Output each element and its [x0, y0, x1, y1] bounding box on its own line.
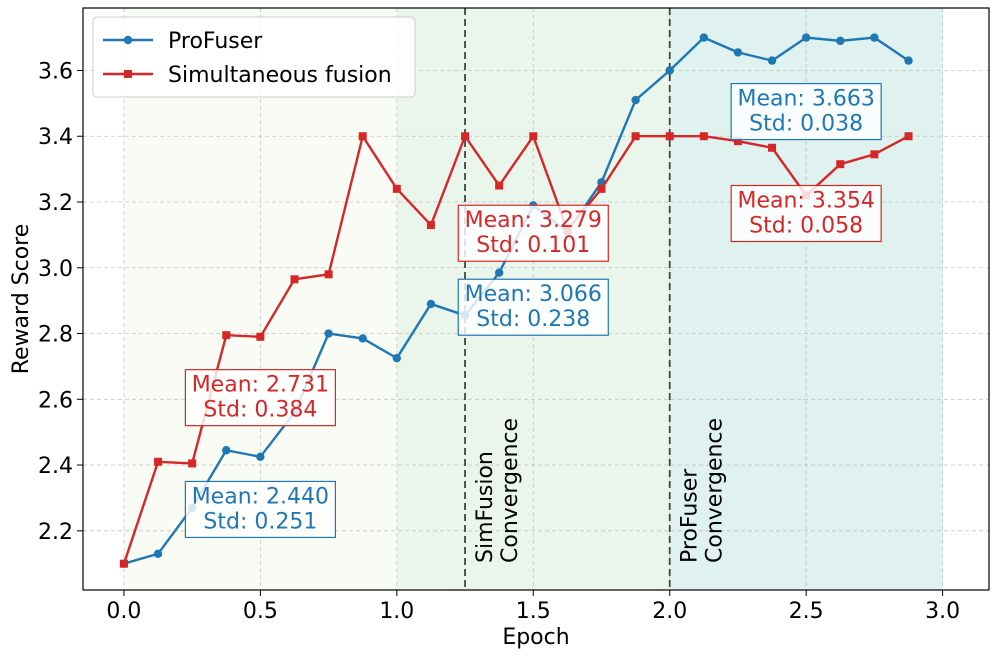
legend-box: [92, 16, 416, 98]
series-line-1: [122, 135, 910, 565]
series-point: [324, 270, 333, 279]
series-point: [188, 459, 197, 468]
legend-label: ProFuser: [168, 29, 263, 54]
series-point: [904, 132, 913, 141]
stat-annotation-line: Mean: 2.731: [192, 373, 329, 398]
stat-annotation-line: Mean: 3.279: [465, 208, 602, 233]
series-point: [426, 299, 436, 309]
y-tick-label: 3.2: [38, 191, 73, 216]
series-point: [494, 268, 504, 277]
stat-annotation-line: Std: 0.251: [203, 509, 317, 534]
series-point: [290, 275, 299, 284]
convergence-label-line: SimFusion: [473, 451, 498, 563]
y-axis-label: Reward Score: [9, 224, 34, 375]
series-point: [665, 132, 674, 141]
stat-annotation-line: Mean: 3.354: [737, 189, 874, 214]
series-point: [119, 559, 128, 568]
y-tick-label: 2.4: [38, 454, 73, 479]
series-point: [461, 132, 470, 141]
convergence-label-1: ProFuserConvergence: [677, 418, 727, 563]
series-point: [426, 221, 435, 230]
series-point: [392, 353, 402, 363]
plot-frame: [82, 7, 990, 591]
convergence-label-line: ProFuser: [677, 468, 702, 563]
series-point: [801, 33, 811, 42]
series-point: [529, 132, 538, 141]
series-point: [392, 184, 401, 193]
series-point: [836, 36, 845, 46]
series-point: [256, 332, 265, 341]
legend-marker: [123, 35, 133, 45]
series-point: [631, 95, 640, 105]
x-axis-label: Epoch: [502, 625, 569, 650]
series-point: [904, 56, 913, 65]
stat-annotation-box: [457, 204, 609, 262]
legend: ProFuser Simultaneous fusion: [92, 16, 416, 98]
stat-annotation-box: [730, 82, 882, 141]
x-tick-label: 0.0: [106, 599, 141, 624]
series-point: [153, 549, 163, 559]
y-tick-label: 2.8: [38, 323, 73, 348]
y-tick-label: 3.4: [38, 125, 73, 150]
series-point: [222, 446, 231, 455]
x-tick-label: 2.0: [652, 599, 687, 624]
y-axis-ticks: 2.2 2.4 2.6 2.8 3.0 3.2 3.4 3.6: [38, 59, 83, 545]
convergence-label-line: Convergence: [498, 418, 523, 563]
series-point: [733, 48, 743, 57]
stat-annotation-line: Std: 0.238: [476, 307, 590, 332]
stat-annotation-line: Mean: 2.440: [192, 484, 329, 509]
x-tick-label: 2.5: [789, 599, 824, 624]
stat-annotation-box: [457, 278, 609, 336]
series-point: [358, 132, 367, 141]
stat-annotation-line: Std: 0.384: [203, 398, 317, 423]
series-point: [836, 160, 845, 169]
x-axis-ticks: 0.0 0.5 1.0 1.5 2.0 2.5 3.0: [106, 590, 960, 624]
series-point: [733, 137, 742, 146]
y-tick-label: 2.2: [38, 520, 73, 545]
series-point: [699, 132, 708, 141]
stat-annotation-line: Std: 0.038: [749, 112, 863, 137]
convergence-label-0: SimFusionConvergence: [473, 418, 523, 563]
stat-annotation-line: Std: 0.058: [749, 214, 863, 239]
x-tick-label: 1.0: [379, 599, 414, 624]
y-tick-label: 2.6: [38, 388, 73, 413]
series-point: [222, 331, 231, 340]
stat-annotation-box: [184, 369, 336, 427]
legend-label: Simultaneous fusion: [168, 63, 392, 88]
series-point: [767, 56, 777, 65]
series-point: [870, 150, 879, 159]
stat-annotation-box: [730, 184, 882, 243]
series-point: [631, 132, 640, 141]
x-tick-label: 3.0: [925, 599, 960, 624]
y-tick-label: 3.0: [38, 257, 73, 282]
series-point: [699, 33, 709, 42]
series-point: [597, 184, 606, 193]
series-point: [324, 329, 333, 338]
y-tick-label: 3.6: [38, 59, 73, 84]
legend-marker: [124, 70, 132, 78]
series-point: [665, 66, 674, 75]
x-tick-label: 0.5: [243, 599, 278, 624]
stat-annotation-line: Std: 0.101: [476, 233, 590, 258]
stat-annotation-line: Mean: 3.663: [737, 87, 874, 112]
stat-annotation-box: [184, 480, 336, 539]
x-tick-label: 1.5: [516, 599, 551, 624]
series-point: [154, 457, 163, 466]
stat-annotation-line: Mean: 3.066: [465, 282, 602, 307]
series-point: [495, 181, 504, 190]
series-point: [358, 334, 367, 343]
convergence-label-line: Convergence: [703, 418, 728, 563]
series-point: [256, 452, 265, 462]
series-point: [768, 143, 777, 152]
series-point: [870, 33, 879, 42]
